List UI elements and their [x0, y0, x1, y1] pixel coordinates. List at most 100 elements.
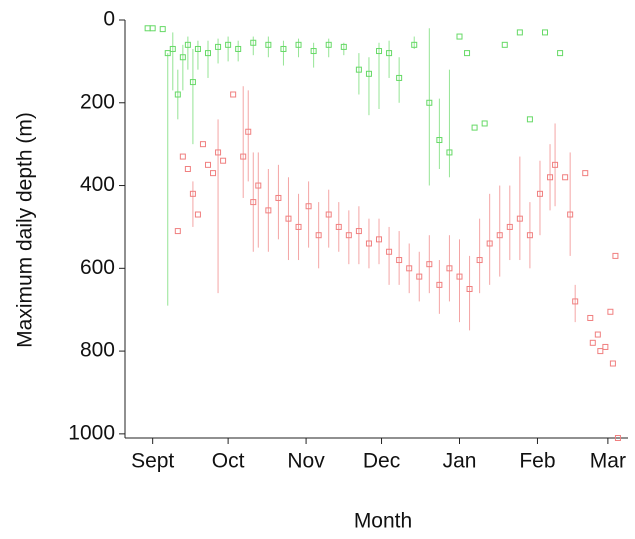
marker: [609, 360, 616, 367]
marker: [582, 170, 589, 177]
marker: [436, 137, 443, 144]
marker: [355, 228, 362, 235]
marker: [189, 79, 196, 86]
marker: [526, 116, 533, 123]
marker: [149, 25, 156, 32]
x-tick-label: Jan: [443, 450, 477, 473]
y-tick-label: 400: [80, 173, 115, 196]
marker: [215, 43, 222, 50]
marker: [250, 199, 257, 206]
marker: [552, 161, 559, 168]
marker: [526, 232, 533, 239]
marker: [189, 190, 196, 197]
marker: [542, 29, 549, 36]
marker: [456, 33, 463, 40]
marker: [496, 232, 503, 239]
marker: [250, 39, 257, 46]
marker: [436, 281, 443, 288]
marker: [411, 41, 418, 48]
marker: [280, 45, 287, 52]
y-tick-label: 0: [103, 8, 115, 31]
marker: [345, 232, 352, 239]
marker: [547, 174, 554, 181]
marker: [179, 54, 186, 61]
marker: [325, 211, 332, 218]
marker: [476, 257, 483, 264]
marker: [406, 265, 413, 272]
x-tick-label: Nov: [287, 450, 325, 473]
marker: [194, 45, 201, 52]
marker: [144, 25, 151, 32]
marker: [501, 41, 508, 48]
marker: [376, 236, 383, 243]
marker: [164, 50, 171, 57]
marker: [597, 348, 604, 355]
marker: [396, 257, 403, 264]
marker: [199, 141, 206, 148]
x-tick-label: Dec: [363, 450, 400, 473]
marker: [446, 265, 453, 272]
marker: [295, 41, 302, 48]
marker: [602, 343, 609, 350]
marker: [562, 174, 569, 181]
marker: [184, 41, 191, 48]
marker: [220, 157, 227, 164]
marker: [295, 223, 302, 230]
marker: [594, 331, 601, 338]
marker: [471, 124, 478, 131]
marker: [456, 273, 463, 280]
marker: [466, 286, 473, 293]
marker: [159, 26, 166, 33]
x-tick-label: Oct: [212, 450, 245, 473]
marker: [506, 223, 513, 230]
marker: [516, 29, 523, 36]
marker: [235, 45, 242, 52]
marker: [612, 252, 619, 259]
marker: [486, 240, 493, 247]
marker: [179, 153, 186, 160]
marker: [285, 215, 292, 222]
marker: [204, 50, 211, 57]
marker: [536, 190, 543, 197]
marker: [386, 50, 393, 57]
marker: [567, 211, 574, 218]
marker: [340, 43, 347, 50]
marker: [516, 215, 523, 222]
y-tick-label: 200: [80, 90, 115, 113]
marker: [365, 70, 372, 77]
marker: [587, 314, 594, 321]
marker: [255, 182, 262, 189]
marker: [386, 248, 393, 255]
marker: [325, 41, 332, 48]
marker: [426, 99, 433, 106]
marker: [464, 50, 471, 57]
marker: [572, 298, 579, 305]
marker: [174, 91, 181, 98]
marker: [265, 41, 272, 48]
marker: [589, 339, 596, 346]
marker: [305, 203, 312, 210]
marker: [225, 41, 232, 48]
marker: [315, 232, 322, 239]
marker: [376, 48, 383, 55]
marker: [240, 153, 247, 160]
marker: [365, 240, 372, 247]
marker: [607, 308, 614, 315]
x-tick-label: Sept: [131, 450, 174, 473]
marker: [310, 48, 317, 55]
marker: [426, 261, 433, 268]
marker: [265, 207, 272, 214]
x-tick-label: Mar: [590, 450, 626, 473]
y-tick-label: 800: [80, 339, 115, 362]
marker: [169, 45, 176, 52]
marker: [614, 435, 621, 441]
marker: [245, 128, 252, 135]
y-axis-label: Maximum daily depth (m): [14, 112, 37, 348]
marker: [174, 228, 181, 235]
marker: [230, 91, 237, 98]
x-tick-label: Feb: [519, 450, 555, 473]
marker: [557, 50, 564, 57]
y-tick-label: 600: [80, 256, 115, 279]
marker: [396, 74, 403, 81]
marker: [355, 66, 362, 73]
